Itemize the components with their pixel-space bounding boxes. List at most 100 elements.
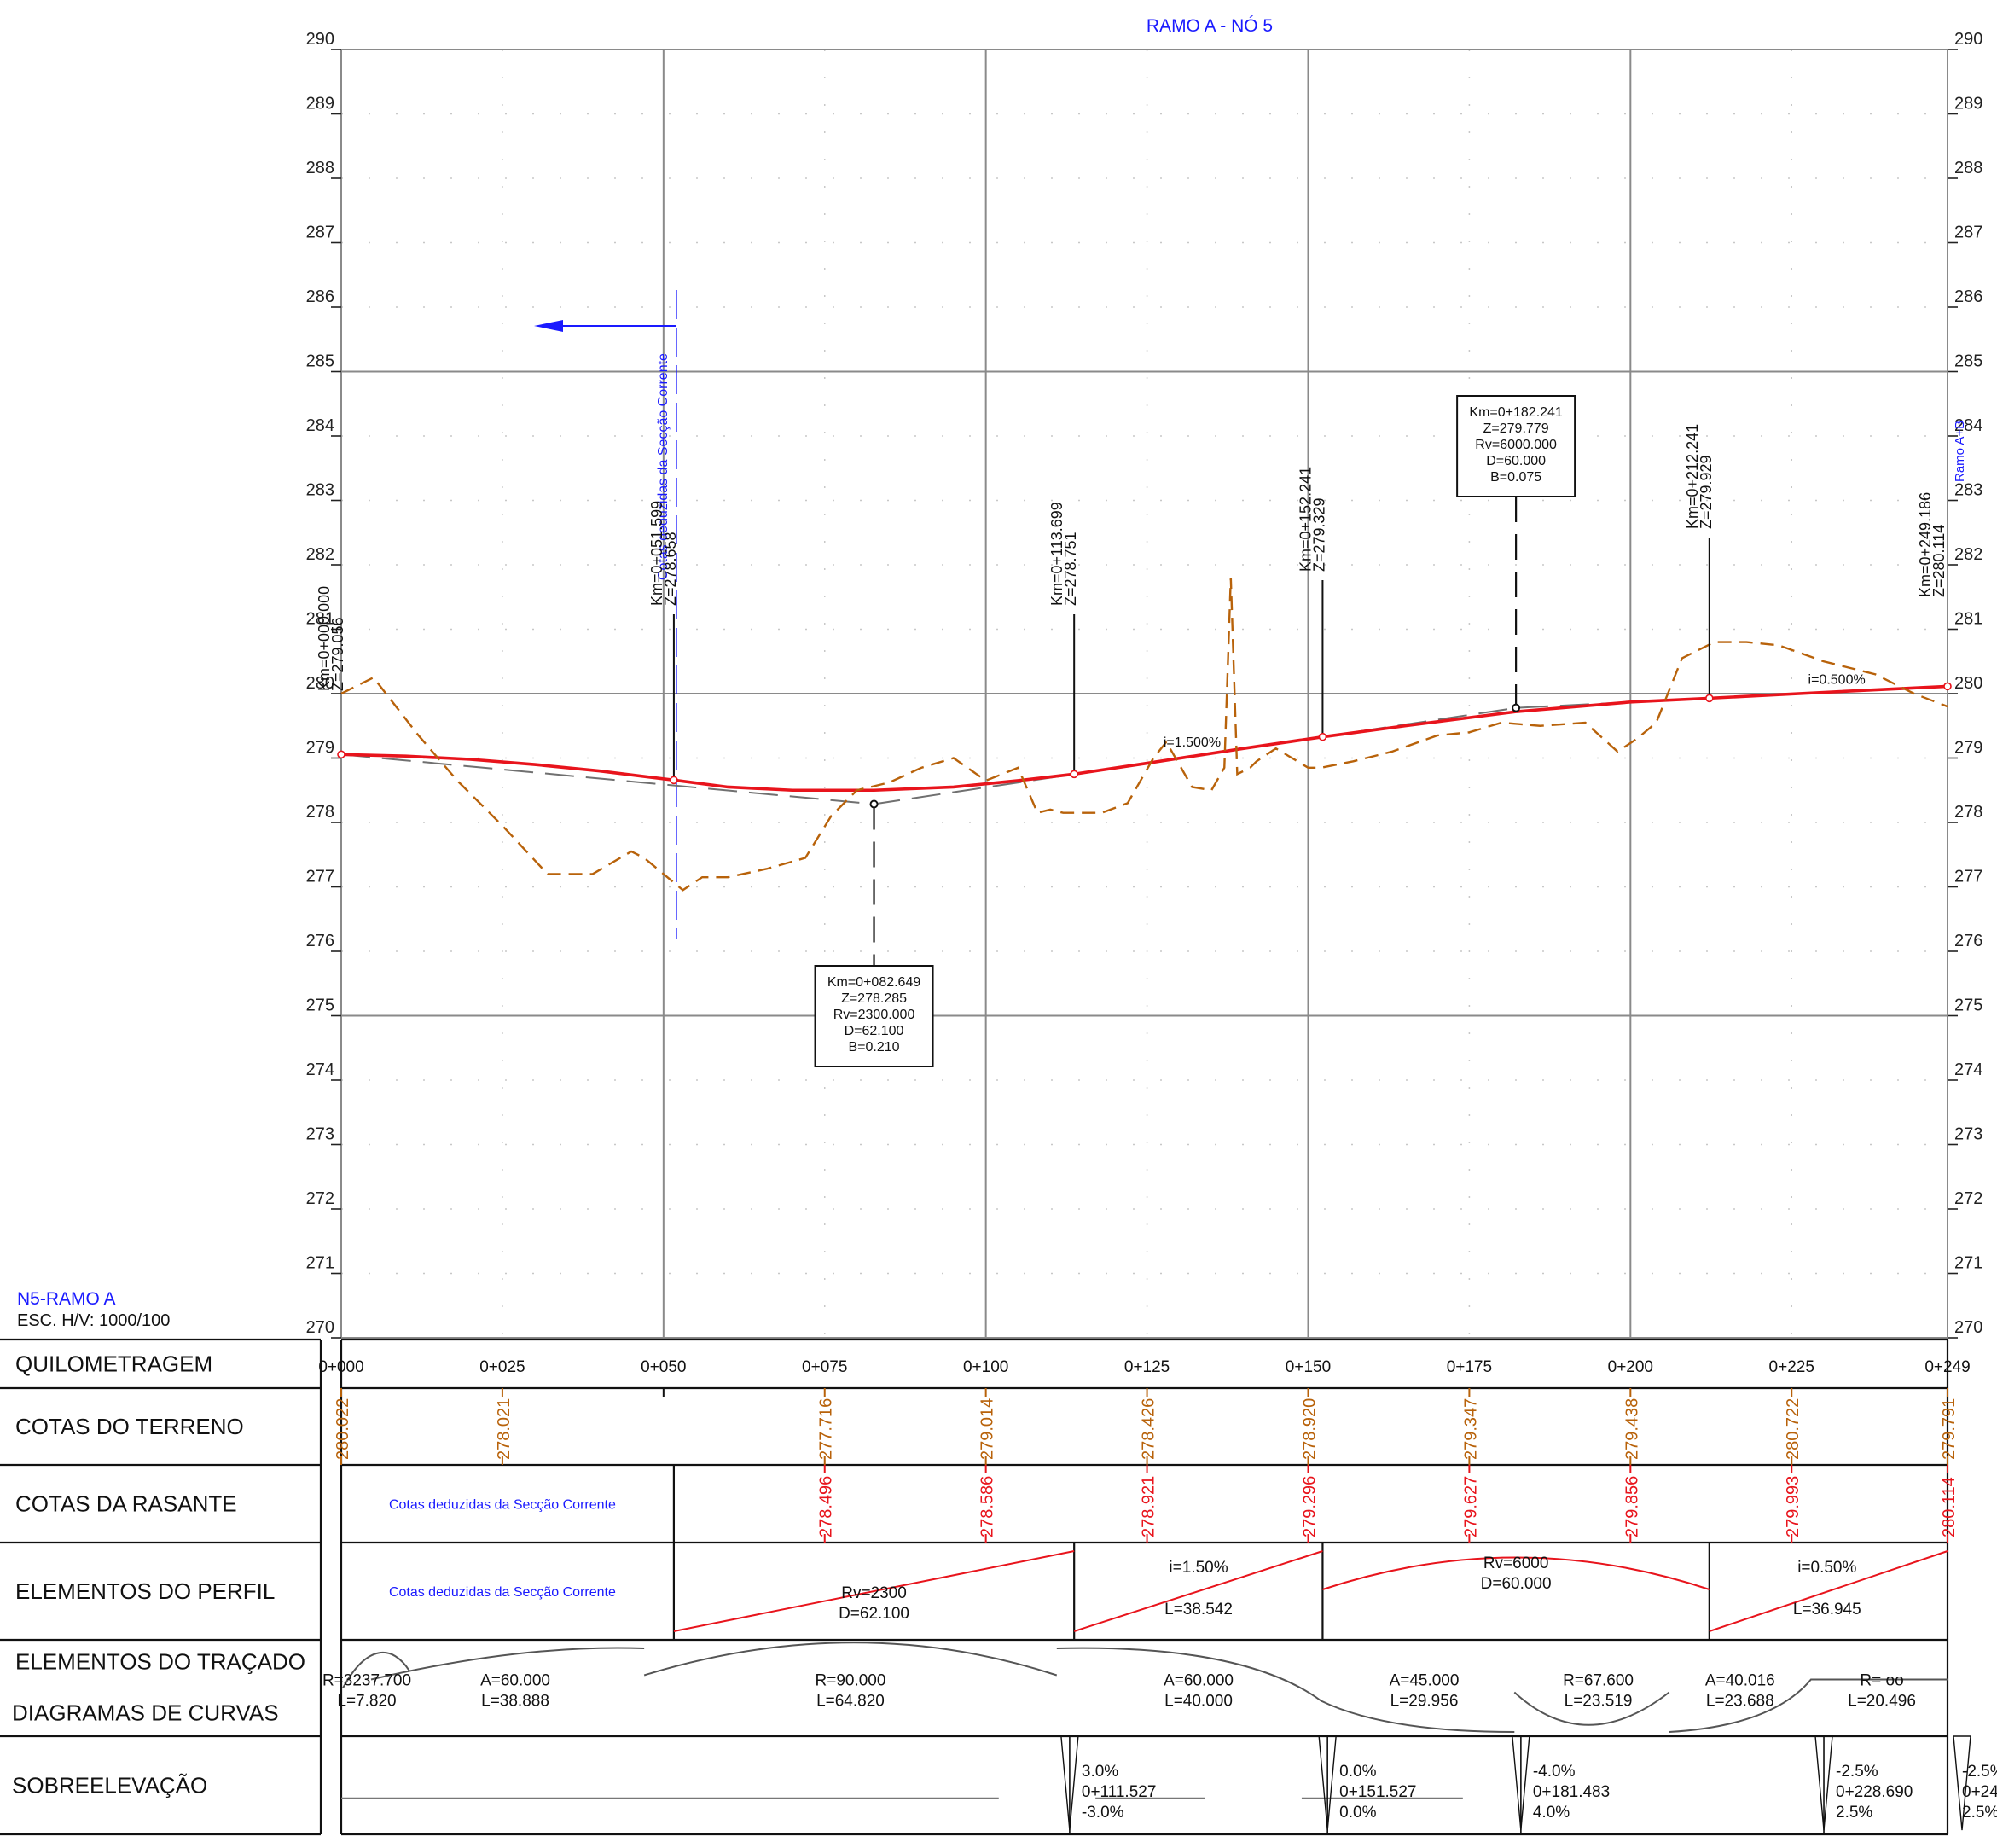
sobre-wedge (1318, 1735, 1337, 1831)
km-label: 0+200 (1608, 1358, 1653, 1376)
drawing-title: RAMO A - NÓ 5 (1147, 16, 1273, 36)
elev-tick-label-left: 279 (306, 739, 334, 758)
km-label: 0+050 (641, 1358, 686, 1376)
elev-tick-label-right: 278 (1954, 803, 1982, 822)
curve-pi-point (869, 799, 879, 809)
elev-tick-label-right: 288 (1954, 159, 1982, 177)
sobre-label: 4.0% (1533, 1804, 1570, 1822)
curve-info-line: D=62.100 (845, 1024, 904, 1038)
tracado-label: A=60.000 (1164, 1672, 1234, 1690)
elev-tick-label-left: 288 (306, 159, 334, 177)
km-label: 0+175 (1447, 1358, 1492, 1376)
ramo-ab-label: Ramo A+B (1953, 421, 1967, 482)
elev-tick-label-right: 275 (1954, 997, 1982, 1015)
profile-grid (340, 49, 1948, 1339)
elev-tick-label-left: 282 (306, 545, 334, 564)
terrain-line (340, 578, 1948, 892)
elev-tick-label-right: 273 (1954, 1125, 1982, 1144)
band-row-title: COTAS DO TERRENO (15, 1414, 244, 1439)
band-row-title: SOBREELEVAÇÃO (12, 1773, 207, 1799)
elev-tick-label-left: 276 (306, 932, 334, 950)
sobre-label: 0+151.527 (1339, 1783, 1416, 1801)
perfil-grade1-label: L=38.542 (1164, 1601, 1233, 1618)
perfil-grade1-label: i=1.50% (1169, 1559, 1228, 1577)
vertex-label-z: Z=279.056 (329, 617, 346, 691)
curvature-diagram (342, 1642, 1948, 1733)
sobre-label: -2.5% (1836, 1763, 1878, 1781)
perfil-rv6000-label: Rv=6000 (1483, 1555, 1549, 1572)
tracado-label: L=20.496 (1848, 1693, 1916, 1711)
tracado-label: L=40.000 (1164, 1693, 1233, 1711)
sobre-label: 0+249 (1962, 1783, 1997, 1801)
rasante-value: 279.296 (1300, 1476, 1319, 1537)
elev-tick-label-left: 283 (306, 481, 334, 500)
tracado-label: A=40.016 (1705, 1672, 1775, 1690)
tracado-label: R= oo (1860, 1672, 1903, 1690)
elev-tick-label-right: 270 (1954, 1318, 1982, 1337)
sobre-label: -3.0% (1082, 1804, 1124, 1822)
vertex-point (1705, 694, 1714, 703)
km-label: 0+225 (1769, 1358, 1814, 1376)
grade-label: i=0.500% (1808, 673, 1866, 688)
elev-tick-label-left: 281 (306, 610, 334, 629)
elev-tick-label-left: 290 (306, 30, 334, 49)
vertex-point (670, 776, 678, 785)
elev-tick-label-right: 280 (1954, 674, 1982, 693)
perfil-grade2-label: L=36.945 (1793, 1601, 1861, 1618)
terrain-value: 278.426 (1140, 1398, 1158, 1460)
perfil-note: Cotas deduzidas da Secção Corrente (389, 1585, 616, 1600)
elev-tick-label-right: 285 (1954, 352, 1982, 371)
sobre-label: 2.5% (1962, 1804, 1997, 1822)
rasante-value: 279.856 (1623, 1476, 1641, 1537)
tracado-label: L=64.820 (816, 1693, 885, 1711)
elev-tick-label-left: 273 (306, 1125, 334, 1144)
vertex-label-z: Z=279.929 (1698, 455, 1715, 529)
elev-tick-label-right: 283 (1954, 481, 1982, 500)
vertex-label-z: Z=278.658 (662, 532, 679, 606)
terrain-value: 279.014 (978, 1398, 997, 1460)
sobre-label: 0+181.483 (1533, 1783, 1610, 1801)
tracado-label: A=45.000 (1390, 1672, 1460, 1690)
tracado-label: L=23.519 (1565, 1693, 1633, 1711)
section-corrente-label: Cotas deduzidas da Secção Corrente (656, 353, 671, 580)
drawing-scale: ESC. H/V: 1000/100 (17, 1311, 170, 1330)
vertex-label-z: Z=280.114 (1930, 525, 1948, 597)
tracado-label: A=60.000 (480, 1672, 550, 1690)
perfil-rv2300-label: Rv=2300 (841, 1584, 907, 1602)
rasante-value: 278.496 (817, 1476, 836, 1537)
km-label: 0+249 (1924, 1358, 1970, 1376)
km-label: 0+125 (1124, 1358, 1170, 1376)
elev-tick-label-right: 290 (1954, 30, 1982, 49)
curve-pi-point (1512, 703, 1521, 712)
tracado-label: R=90.000 (816, 1672, 886, 1690)
vertex-label-km: Km=0+051.599 (648, 501, 665, 606)
perfil-rv2300-line (673, 1550, 1075, 1632)
perfil-rv6000-label: D=60.000 (1481, 1575, 1552, 1593)
vertex-point (1070, 770, 1078, 779)
curve-info-line: Rv=2300.000 (833, 1008, 915, 1022)
perfil-grade2-label: i=0.50% (1797, 1559, 1856, 1577)
section-marker: Cotas deduzidas da Secção Corrente Ramo A… (534, 290, 1967, 939)
curve-info-line: Z=278.285 (841, 991, 907, 1006)
sobre-label: 0+111.527 (1082, 1783, 1157, 1801)
drawing-name: N5-RAMO A (17, 1289, 116, 1309)
rasante-value: 280.114 (1940, 1477, 1959, 1537)
elev-tick-label-right: 277 (1954, 868, 1982, 886)
tracado-label: L=38.888 (481, 1693, 549, 1711)
elev-tick-label-left: 286 (306, 288, 334, 306)
rasante-value: 278.586 (978, 1476, 997, 1537)
elev-tick-label-right: 287 (1954, 224, 1982, 242)
curve-info-line: Rv=6000.000 (1475, 438, 1557, 452)
curve-info-line: Z=279.779 (1483, 421, 1549, 436)
vertex-label-km: Km=0+000.000 (316, 586, 333, 691)
vertex-label-km: Km=0+249.186 (1917, 492, 1934, 597)
perfil-rv6000-arc (1322, 1556, 1710, 1590)
tangent-polygon (340, 685, 1948, 805)
vertex-label-km: Km=0+113.699 (1048, 502, 1065, 606)
band-row-title: DIAGRAMAS DE CURVAS (12, 1700, 279, 1726)
elev-tick-label-right: 284 (1954, 416, 1982, 435)
band-row-title: ELEMENTOS DO TRAÇADO (15, 1649, 305, 1675)
tracado-label: L=23.688 (1706, 1693, 1774, 1711)
vertex-point (337, 750, 345, 759)
